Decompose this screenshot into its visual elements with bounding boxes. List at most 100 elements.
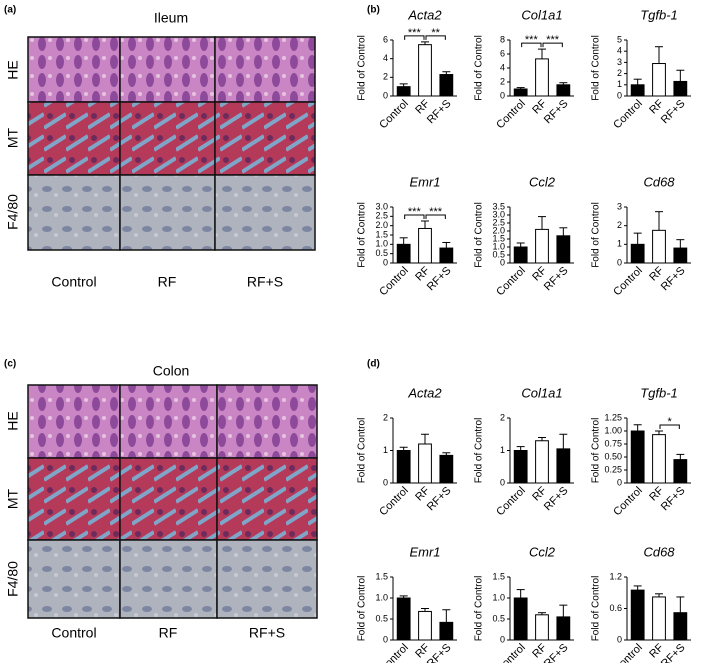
chart-title: Cd68	[643, 174, 675, 189]
chart-title: Emr1	[409, 544, 440, 559]
y-tick-label: 1	[617, 79, 622, 89]
y-tick-label: 3	[617, 201, 622, 211]
bar	[673, 459, 688, 484]
y-tick-label: 2	[500, 412, 505, 422]
y-tick-label: 1.5	[375, 571, 388, 581]
image	[119, 101, 216, 176]
y-tick-label: 0	[617, 257, 622, 267]
y-tick-label: 0.6	[609, 603, 622, 613]
chart-title: Tgfb-1	[640, 7, 678, 22]
image	[216, 457, 318, 541]
y-tick-label: 1.0	[375, 239, 388, 249]
significance-bracket	[404, 35, 425, 40]
y-tick-label: 2.5	[375, 211, 388, 221]
bar	[535, 228, 549, 264]
significance-label: ***	[546, 34, 560, 46]
image	[214, 174, 316, 251]
y-tick-label: 8	[500, 34, 505, 44]
image	[119, 384, 218, 459]
bar	[513, 88, 528, 97]
y-tick-label: 4	[617, 46, 622, 56]
y-tick-label: 4	[383, 53, 388, 63]
chart-title: Ccl2	[529, 174, 556, 189]
row-label: F4/80	[5, 194, 21, 230]
bar	[535, 440, 549, 484]
significance-label: ***	[408, 206, 422, 218]
column-label: RF	[158, 274, 177, 290]
y-tick-label: 2	[383, 412, 388, 422]
y-axis-label: Fold of Control	[474, 576, 485, 642]
bar	[418, 44, 432, 97]
y-tick-label: 2	[500, 76, 505, 86]
significance-bracket	[542, 42, 563, 48]
y-tick-label: 1.25	[604, 412, 622, 422]
x-tick-label: Control	[494, 265, 528, 299]
y-tick-label: 6	[500, 48, 505, 58]
y-axis-label: Fold of Control	[591, 35, 602, 101]
bar	[556, 84, 571, 97]
y-tick-label: 1.5	[492, 233, 505, 243]
bar	[630, 589, 645, 641]
y-tick-label: 1.5	[492, 571, 505, 581]
x-tick-label: Control	[494, 98, 528, 132]
y-tick-label: 0	[500, 257, 505, 267]
chart-title: Acta2	[407, 7, 442, 22]
y-tick-label: 0.25	[604, 464, 622, 474]
y-axis-label: Fold of Control	[357, 418, 368, 484]
column-label: Control	[51, 274, 96, 290]
chart-title: Col1a1	[521, 385, 562, 400]
bar	[513, 246, 528, 264]
row-label: HE	[5, 60, 21, 79]
x-tick-label: RF+S	[542, 265, 571, 294]
y-tick-label: 0	[383, 90, 388, 100]
column-label: RF+S	[249, 625, 285, 641]
x-tick-label: RF+S	[425, 98, 454, 127]
chart-title: Emr1	[409, 174, 440, 189]
bar	[439, 621, 454, 641]
image	[119, 457, 218, 541]
panel-label: (d)	[367, 359, 380, 370]
y-tick-label: 1	[500, 445, 505, 455]
y-tick-label: 0	[617, 90, 622, 100]
y-tick-label: 0.5	[492, 249, 505, 259]
row-label: MT	[5, 127, 21, 148]
bar	[418, 443, 432, 484]
image	[214, 101, 316, 176]
significance-bracket	[425, 35, 446, 40]
significance-label: ***	[525, 34, 539, 46]
y-tick-label: 2	[617, 220, 622, 230]
y-tick-label: 1.0	[492, 241, 505, 251]
bar	[673, 80, 688, 97]
y-tick-label: 2	[617, 68, 622, 78]
x-tick-label: Control	[611, 485, 645, 519]
bar	[396, 450, 411, 484]
y-tick-label: 3.0	[375, 201, 388, 211]
y-tick-label: 0.5	[492, 613, 505, 623]
x-tick-label: RF+S	[542, 485, 571, 514]
image	[27, 36, 121, 103]
chart-title: Ccl2	[529, 544, 556, 559]
y-tick-label: 1.0	[492, 592, 505, 602]
image	[27, 174, 121, 251]
y-tick-label: 0	[383, 634, 388, 644]
bar	[513, 450, 528, 484]
column-label: Control	[51, 625, 96, 641]
x-tick-label: RF+S	[425, 265, 454, 294]
y-tick-label: 2	[383, 72, 388, 82]
y-tick-label: 2.5	[492, 217, 505, 227]
bar	[652, 229, 666, 264]
image	[214, 36, 316, 103]
panel-label: (c)	[4, 359, 16, 370]
x-tick-label: Control	[611, 265, 645, 299]
y-tick-label: 3.5	[492, 201, 505, 211]
image	[27, 457, 121, 541]
bar	[396, 243, 411, 264]
y-axis-label: Fold of Control	[357, 202, 368, 268]
panel-label: (a)	[4, 5, 16, 16]
y-axis-label: Fold of Control	[357, 576, 368, 642]
bar	[673, 612, 688, 641]
x-tick-label: Control	[611, 98, 645, 132]
y-tick-label: 1	[383, 445, 388, 455]
